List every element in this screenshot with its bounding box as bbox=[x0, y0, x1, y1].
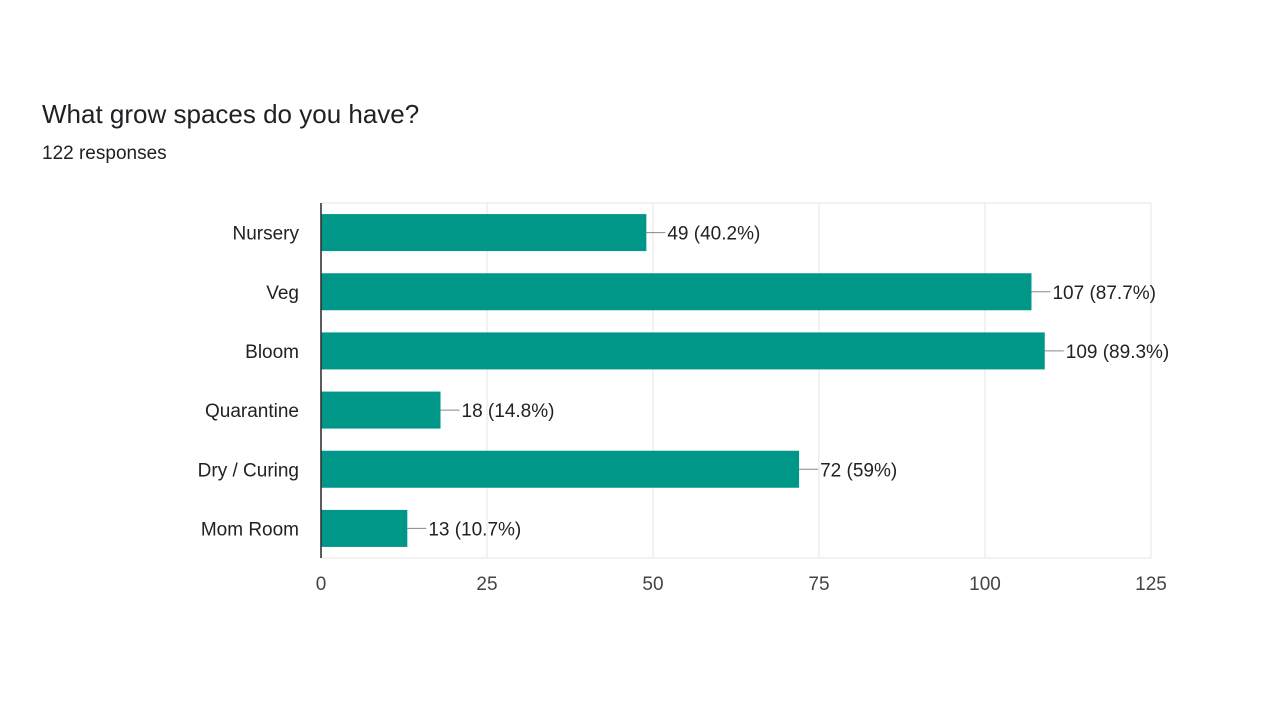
bar bbox=[321, 391, 441, 429]
x-tick-label: 50 bbox=[642, 574, 663, 595]
category-label: Quarantine bbox=[205, 401, 299, 422]
category-label: Nursery bbox=[232, 224, 299, 245]
bar bbox=[321, 273, 1032, 311]
chart-title: What grow spaces do you have? bbox=[42, 99, 420, 129]
data-label: 107 (87.7%) bbox=[1052, 283, 1156, 304]
data-label: 72 (59%) bbox=[820, 460, 897, 481]
x-tick-label: 75 bbox=[808, 574, 829, 595]
bar bbox=[321, 509, 408, 547]
category-label: Mom Room bbox=[201, 519, 299, 540]
x-tick-label: 100 bbox=[969, 574, 1001, 595]
data-label: 49 (40.2%) bbox=[667, 224, 760, 245]
bar bbox=[321, 332, 1045, 370]
category-label: Dry / Curing bbox=[198, 460, 299, 481]
data-label: 13 (10.7%) bbox=[428, 519, 521, 540]
x-tick-label: 25 bbox=[476, 574, 497, 595]
data-label: 18 (14.8%) bbox=[462, 401, 555, 422]
x-tick-label: 125 bbox=[1135, 574, 1167, 595]
bar bbox=[321, 214, 647, 252]
data-label: 109 (89.3%) bbox=[1066, 342, 1170, 363]
category-label: Bloom bbox=[245, 342, 299, 363]
category-label: Veg bbox=[266, 283, 299, 304]
bar bbox=[321, 450, 800, 488]
response-count: 122 responses bbox=[42, 143, 167, 164]
x-tick-label: 0 bbox=[316, 574, 327, 595]
